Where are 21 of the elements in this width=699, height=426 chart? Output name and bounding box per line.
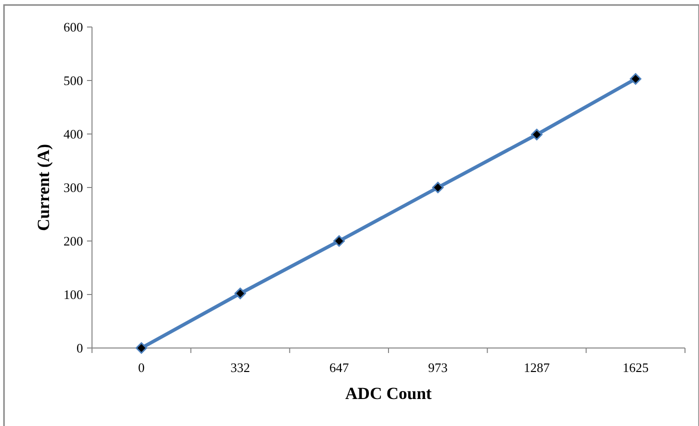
y-tick-label: 0 — [76, 340, 83, 356]
x-axis-title: ADC Count — [345, 384, 432, 403]
y-tick-label: 200 — [64, 234, 83, 249]
point — [333, 235, 345, 247]
x-tick-label: 647 — [329, 360, 350, 375]
point — [531, 128, 542, 140]
y-tick-label: 400 — [64, 126, 83, 142]
x-tick-label: 1287 — [524, 360, 550, 375]
y-axis-title: Current (A) — [34, 144, 53, 232]
point — [432, 182, 444, 194]
point — [234, 288, 246, 300]
x-tick-label: 332 — [230, 360, 250, 375]
y-tick-label: 600 — [64, 20, 83, 35]
y-tick-label: 300 — [64, 180, 83, 196]
x-tick-label: 973 — [428, 360, 448, 375]
point — [136, 342, 148, 354]
x-tick-label: 1625 — [622, 360, 649, 375]
point — [630, 73, 642, 85]
y-tick-label: 100 — [64, 287, 83, 302]
y-tick-label: 500 — [64, 73, 83, 88]
x-tick-label: 0 — [138, 360, 145, 375]
